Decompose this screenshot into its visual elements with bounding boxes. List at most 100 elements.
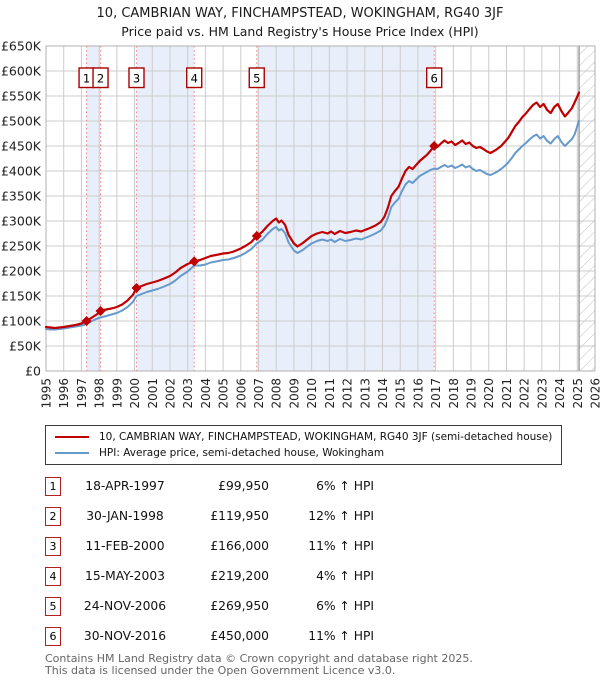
sale-number-box-label: 4 (191, 72, 198, 86)
sale-number-box (128, 67, 145, 89)
table-row: 5 24-NOV-2006 £269,950 6% ↑ HPI (45, 591, 600, 621)
legend-swatch-price-paid (55, 436, 89, 438)
sale-number-badge: 4 (45, 566, 61, 586)
sale-date: 18-APR-1997 (85, 479, 165, 493)
sale-marker (131, 283, 142, 293)
sale-hpi-delta: 11% ↑ HPI (308, 629, 374, 643)
sale-number-box (248, 67, 265, 89)
sale-date: 15-MAY-2003 (85, 569, 165, 583)
y-tick-label: £250K (1, 239, 42, 254)
sales-table: 1 18-APR-1997 £99,950 6% ↑ HPI 2 30-JAN-1998 £… (45, 471, 600, 651)
x-tick-label: 2010 (305, 378, 319, 409)
x-tick-label: 2012 (341, 378, 355, 409)
x-tick-label: 2004 (199, 378, 213, 409)
y-tick-label: £600K (1, 64, 42, 79)
y-tick-label: £50K (9, 339, 42, 354)
legend-swatch-hpi (55, 452, 89, 454)
footer: Contains HM Land Registry data © Crown c… (45, 653, 600, 676)
x-tick-label: 2018 (447, 378, 461, 409)
x-tick-label: 2022 (518, 378, 532, 409)
y-tick-label: £100K (1, 314, 42, 329)
x-tick-label: 2016 (411, 378, 425, 409)
y-tick-label: £400K (1, 164, 42, 179)
table-row: 6 30-NOV-2016 £450,000 11% ↑ HPI (45, 621, 600, 651)
x-tick-label: 2008 (270, 378, 284, 409)
sale-hpi-delta: 6% ↑ HPI (316, 479, 374, 493)
x-tick-label: 2013 (358, 378, 372, 409)
x-tick-label: 2007 (252, 378, 266, 409)
sale-price: £450,000 (210, 629, 269, 643)
table-row: 1 18-APR-1997 £99,950 6% ↑ HPI (45, 471, 600, 501)
chart-legend: 10, CAMBRIAN WAY, FINCHAMPSTEAD, WOKINGH… (45, 425, 562, 465)
x-tick-label: 2005 (217, 378, 231, 409)
footer-copyright: Contains HM Land Registry data © Crown c… (45, 652, 473, 665)
sale-number-badge: 1 (45, 476, 61, 496)
sale-date: 30-NOV-2016 (83, 629, 167, 643)
y-tick-label: £350K (1, 189, 42, 204)
sale-marker (429, 141, 440, 151)
ownership-band (86, 46, 101, 371)
x-tick-label: 2023 (535, 378, 549, 409)
sale-marker (81, 316, 92, 327)
x-tick-label: 2014 (376, 378, 390, 409)
x-tick-label: 2000 (128, 378, 142, 409)
plot-frame (45, 45, 596, 372)
title-address: 10, CAMBRIAN WAY, FINCHAMPSTEAD, WOKINGH… (96, 6, 504, 21)
y-tick-label: £150K (1, 289, 42, 304)
sale-marker (189, 256, 200, 267)
y-tick-label: £650K (1, 40, 42, 54)
sale-number-badge: 5 (45, 596, 61, 616)
sale-date: 11-FEB-2000 (85, 539, 165, 553)
x-tick-label: 2011 (323, 378, 337, 409)
legend-label-price-paid: 10, CAMBRIAN WAY, FINCHAMPSTEAD, WOKINGH… (99, 431, 553, 443)
x-tick-label: 2024 (553, 378, 567, 409)
sale-price: £99,950 (218, 479, 269, 493)
sale-number-box (186, 67, 203, 89)
sale-number-box-label: 3 (133, 72, 140, 86)
sale-number-badge: 2 (45, 506, 61, 526)
sale-number-box-label: 6 (431, 72, 438, 86)
sale-number-box (92, 67, 109, 89)
x-tick-label: 1996 (57, 378, 71, 409)
x-tick-label: 2026 (589, 378, 600, 409)
price-history-chart: 1 2 3 4 5 6 £0 £50K £100K £150K £200K £250K £300K £35… (1, 40, 600, 409)
sale-price: £269,950 (210, 599, 269, 613)
sale-price: £219,200 (210, 569, 269, 583)
x-tick-label: 2002 (163, 378, 177, 409)
x-tick-label: 1999 (110, 378, 124, 409)
x-tick-label: 2001 (146, 378, 160, 409)
y-tick-label: £300K (1, 214, 42, 229)
sale-marker (95, 306, 106, 317)
x-tick-label: 2021 (500, 378, 514, 409)
ownership-band (256, 46, 435, 371)
y-tick-label: £200K (1, 264, 42, 279)
sale-date: 30-JAN-1998 (86, 509, 164, 523)
sale-price: £166,000 (210, 539, 269, 553)
y-tick-label: £500K (1, 114, 42, 129)
series-hpi-line (45, 119, 581, 331)
title-subtitle: Price paid vs. HM Land Registry's House … (121, 24, 479, 39)
footer-licence: This data is licensed under the Open Gov… (45, 663, 396, 677)
sale-hpi-delta: 12% ↑ HPI (308, 509, 374, 523)
x-tick-label: 2025 (571, 378, 585, 409)
legend-row-property: 10, CAMBRIAN WAY, FINCHAMPSTEAD, WOKINGH… (55, 429, 557, 445)
table-row: 4 15-MAY-2003 £219,200 4% ↑ HPI (45, 561, 600, 591)
future-hatch-band (579, 46, 595, 371)
sale-number-box-label: 5 (253, 72, 260, 86)
x-tick-label: 2009 (287, 378, 301, 409)
series-price-paid-line (44, 91, 581, 330)
x-tick-label: 1997 (75, 378, 89, 409)
ownership-band (136, 46, 195, 371)
sale-number-box-label: 2 (97, 72, 104, 86)
y-tick-label: £450K (1, 139, 42, 154)
sale-number-badge: 3 (45, 536, 61, 556)
sale-price: £119,950 (210, 509, 269, 523)
x-tick-label: 2017 (429, 378, 443, 409)
x-tick-label: 2020 (482, 378, 496, 409)
x-tick-label: 2006 (234, 378, 248, 409)
table-row: 3 11-FEB-2000 £166,000 11% ↑ HPI (45, 531, 600, 561)
x-tick-label: 2003 (181, 378, 195, 409)
table-row: 2 30-JAN-1998 £119,950 12% ↑ HPI (45, 501, 600, 531)
sale-number-badge: 6 (45, 626, 61, 646)
page-title: 10, CAMBRIAN WAY, FINCHAMPSTEAD, WOKINGH… (0, 0, 600, 40)
